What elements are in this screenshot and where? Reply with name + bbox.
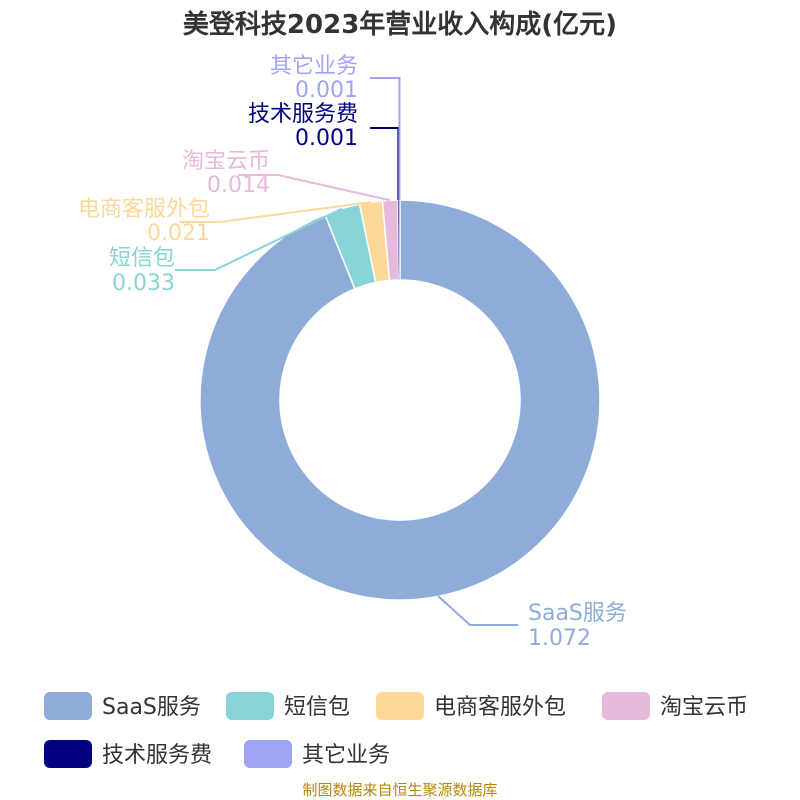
legend-swatch-5[interactable] [244, 740, 292, 768]
legend-swatch-2[interactable] [376, 692, 424, 720]
chart-title: 美登科技2023年营业收入构成(亿元) [183, 9, 617, 40]
slice-label-value-1: 0.033 [112, 271, 175, 296]
legend-label-3[interactable]: 淘宝云币 [660, 695, 748, 720]
footer-source: 制图数据来自恒生聚源数据库 [302, 781, 497, 799]
legend-swatch-0[interactable] [44, 692, 92, 720]
leader-line-2 [180, 201, 372, 223]
slice-label-name-0: SaaS服务 [528, 601, 627, 626]
legend-label-5[interactable]: 其它业务 [302, 743, 390, 768]
legend-label-0[interactable]: SaaS服务 [102, 695, 201, 720]
slice-label-name-3: 淘宝云币 [182, 149, 270, 174]
leader-line-3 [238, 174, 391, 202]
legend-swatch-3[interactable] [602, 692, 650, 720]
slice-0 [199, 199, 601, 601]
legend-label-2[interactable]: 电商客服外包 [434, 695, 566, 720]
slice-label-name-5: 其它业务 [270, 54, 358, 79]
slice-label-value-3: 0.014 [207, 173, 270, 198]
leader-line-4 [370, 127, 400, 201]
donut-slices [199, 199, 601, 601]
legend-swatch-1[interactable] [226, 692, 274, 720]
legend-label-4[interactable]: 技术服务费 [102, 743, 212, 768]
legend-label-1[interactable]: 短信包 [284, 695, 350, 720]
slice-label-value-4: 0.001 [295, 126, 358, 151]
leader-line-5 [370, 77, 401, 201]
slice-label-name-2: 电商客服外包 [78, 197, 210, 222]
slice-label-value-2: 0.021 [147, 221, 210, 246]
slice-label-value-5: 0.001 [295, 78, 358, 103]
slice-label-value-0: 1.072 [528, 626, 591, 651]
slice-label-name-1: 短信包 [109, 246, 175, 271]
legend-swatch-4[interactable] [44, 740, 92, 768]
leader-line-0 [437, 595, 518, 626]
leader-line-1 [175, 207, 343, 271]
slice-label-name-4: 技术服务费 [248, 102, 358, 127]
